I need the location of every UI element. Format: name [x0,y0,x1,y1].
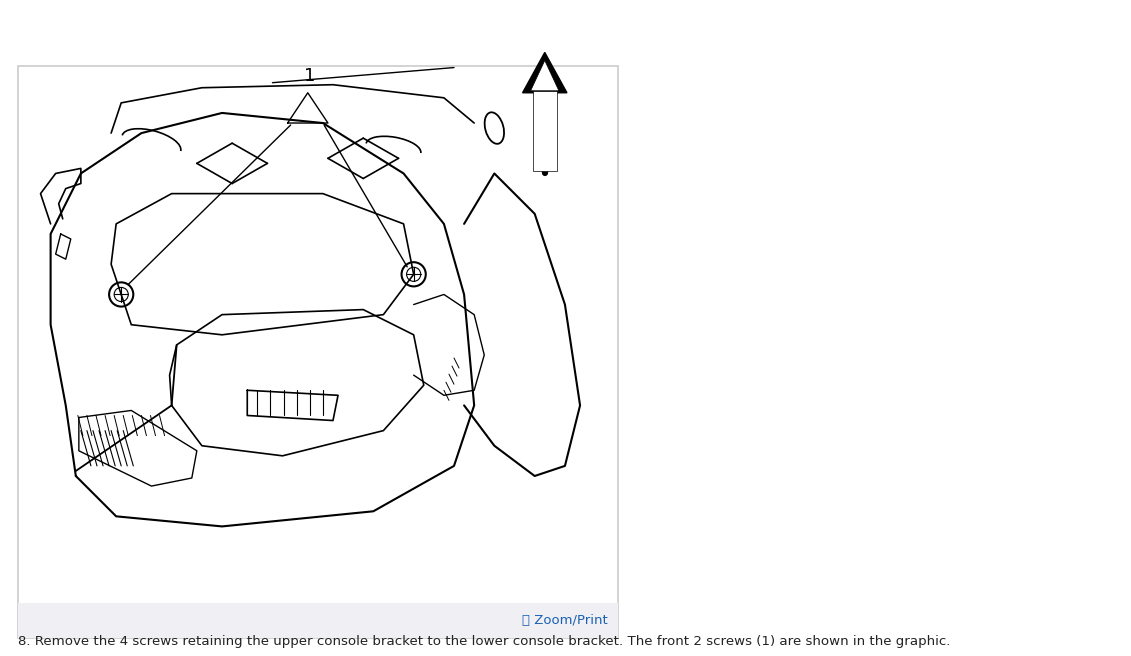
Polygon shape [530,60,559,91]
Text: 🔍 Zoom/Print: 🔍 Zoom/Print [523,614,608,627]
Polygon shape [523,52,567,92]
Text: 8. Remove the 4 screws retaining the upper console bracket to the lower console : 8. Remove the 4 screws retaining the upp… [18,635,950,648]
FancyBboxPatch shape [18,66,618,638]
Polygon shape [533,91,556,171]
Text: 1: 1 [304,67,316,85]
Bar [18,603,618,638]
